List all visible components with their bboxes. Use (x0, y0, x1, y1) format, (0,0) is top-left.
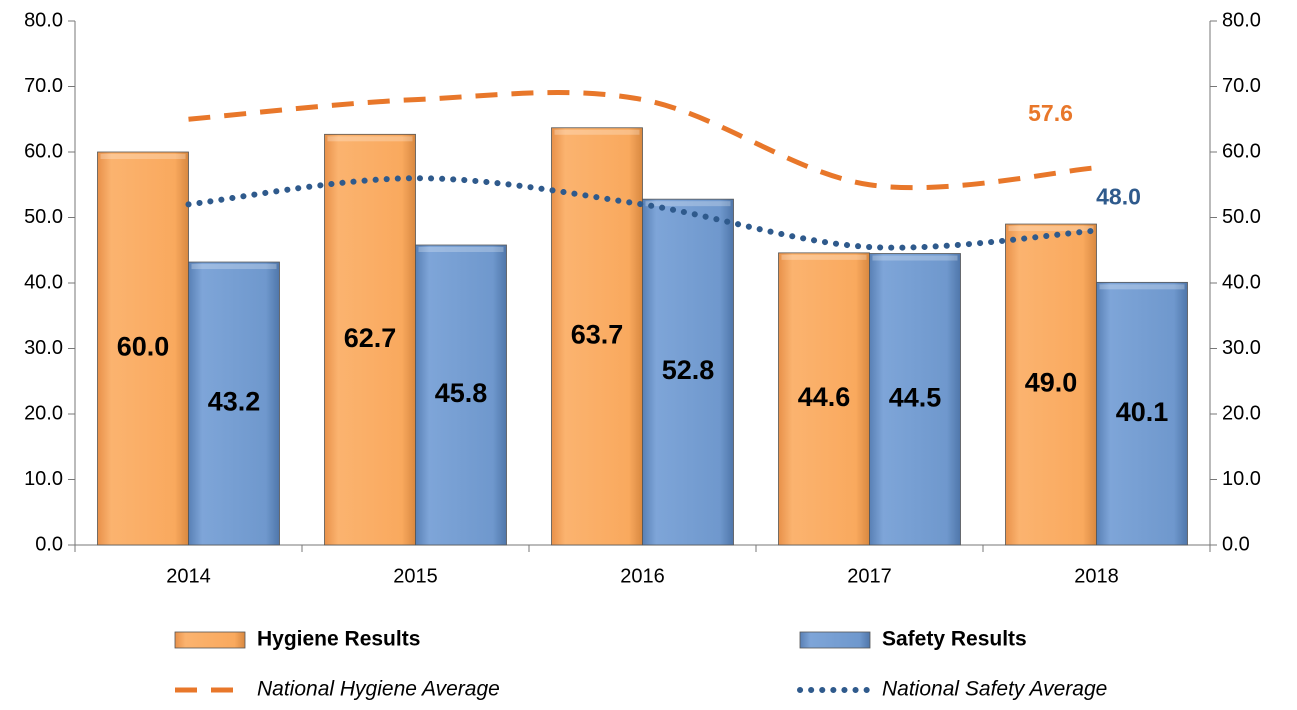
bar-value-label: 52.8 (662, 355, 715, 385)
y-tick-label: 30.0 (24, 337, 63, 359)
bar (642, 198, 734, 546)
bar-bevel (100, 154, 186, 159)
line-value-label: 48.0 (1096, 184, 1141, 210)
y-tick-label: 10.0 (24, 468, 63, 490)
y-tick-label: 40.0 (24, 271, 63, 293)
y2-tick-label: 50.0 (1222, 206, 1261, 228)
x-tick-label: 2014 (166, 565, 211, 587)
y-tick-label: 50.0 (24, 206, 63, 228)
y2-tick-label: 70.0 (1222, 75, 1261, 97)
bar-bevel (872, 255, 958, 261)
y-tick-label: 20.0 (24, 402, 63, 424)
line-value-label: 57.6 (1028, 100, 1073, 126)
y2-tick-label: 80.0 (1222, 9, 1261, 31)
bar-value-label: 40.1 (1116, 397, 1169, 427)
bar-value-label: 62.7 (344, 323, 397, 353)
bar-value-label: 44.6 (798, 382, 851, 412)
legend-label: Safety Results (882, 628, 1027, 651)
y2-tick-label: 60.0 (1222, 140, 1261, 162)
y2-tick-label: 20.0 (1222, 402, 1261, 424)
bar (778, 252, 870, 546)
x-tick-label: 2018 (1074, 565, 1119, 587)
x-tick-label: 2016 (620, 565, 665, 587)
bar-bevel (645, 201, 731, 207)
bar-bevel (781, 254, 867, 260)
bar-bevel (1099, 284, 1185, 290)
bar-bevel (191, 264, 277, 270)
bar-value-label: 45.8 (435, 378, 488, 408)
x-tick-label: 2015 (393, 565, 438, 587)
y-tick-label: 0.0 (35, 533, 63, 555)
line (188, 90, 1097, 191)
bar-bevel (1008, 226, 1094, 232)
bar (1096, 281, 1188, 546)
bar (1005, 223, 1097, 546)
y-tick-label: 60.0 (24, 140, 63, 162)
legend-label: National Safety Average (882, 678, 1107, 701)
bar-bevel (327, 136, 413, 142)
legend-label: Hygiene Results (257, 628, 420, 651)
bar-value-label: 44.5 (889, 382, 942, 412)
legend-swatch (799, 631, 871, 649)
line (185, 175, 1100, 251)
bar (415, 244, 507, 546)
x-tick-label: 2017 (847, 565, 892, 587)
bar-value-label: 60.0 (117, 332, 170, 362)
y2-tick-label: 10.0 (1222, 468, 1261, 490)
legend-label: National Hygiene Average (257, 678, 500, 701)
legend-swatch (174, 631, 246, 649)
y2-tick-label: 40.0 (1222, 271, 1261, 293)
bar (188, 261, 280, 546)
y2-tick-label: 30.0 (1222, 337, 1261, 359)
bar-bevel (554, 129, 640, 135)
bar (324, 133, 416, 546)
bar-value-label: 63.7 (571, 320, 624, 350)
bar-bevel (418, 247, 504, 253)
y-tick-label: 70.0 (24, 75, 63, 97)
bar-value-label: 49.0 (1025, 368, 1078, 398)
bar (869, 253, 961, 546)
y-tick-label: 80.0 (24, 9, 63, 31)
y2-tick-label: 0.0 (1222, 533, 1250, 555)
bar-value-label: 43.2 (208, 387, 261, 417)
